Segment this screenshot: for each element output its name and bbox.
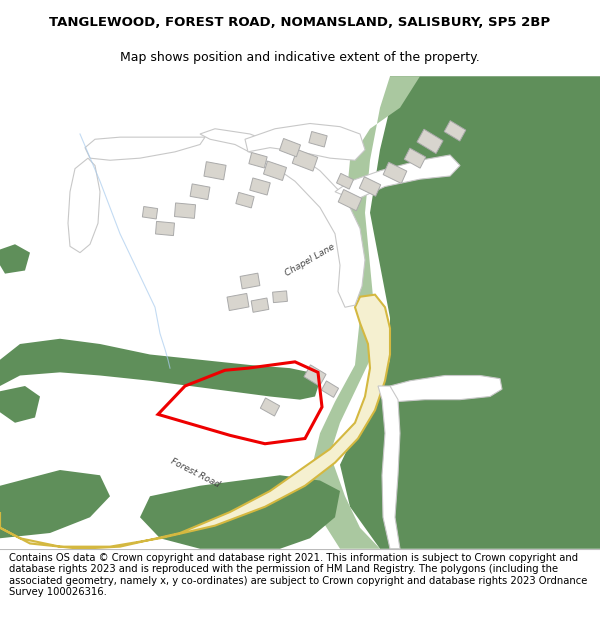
- Polygon shape: [310, 76, 420, 549]
- Polygon shape: [263, 161, 287, 181]
- Polygon shape: [0, 294, 390, 549]
- Polygon shape: [260, 398, 280, 416]
- Polygon shape: [359, 177, 380, 196]
- Text: Chapel Lane: Chapel Lane: [284, 242, 337, 278]
- Polygon shape: [378, 386, 400, 549]
- Text: TANGLEWOOD, FOREST ROAD, NOMANSLAND, SALISBURY, SP5 2BP: TANGLEWOOD, FOREST ROAD, NOMANSLAND, SAL…: [49, 16, 551, 29]
- Polygon shape: [142, 206, 158, 219]
- Polygon shape: [245, 124, 365, 160]
- Polygon shape: [335, 155, 460, 200]
- Polygon shape: [251, 298, 269, 312]
- Polygon shape: [190, 184, 210, 199]
- Polygon shape: [140, 475, 340, 549]
- Polygon shape: [280, 139, 301, 157]
- Polygon shape: [338, 189, 362, 211]
- Polygon shape: [0, 244, 30, 274]
- Text: Forest Road: Forest Road: [169, 457, 221, 489]
- Polygon shape: [250, 178, 270, 195]
- Polygon shape: [155, 221, 175, 236]
- Polygon shape: [227, 294, 249, 311]
- Polygon shape: [304, 365, 326, 386]
- Polygon shape: [249, 152, 267, 168]
- Polygon shape: [340, 76, 600, 549]
- Polygon shape: [417, 129, 443, 154]
- Polygon shape: [204, 162, 226, 180]
- Polygon shape: [0, 470, 110, 538]
- Polygon shape: [0, 339, 320, 399]
- Text: Contains OS data © Crown copyright and database right 2021. This information is : Contains OS data © Crown copyright and d…: [9, 552, 587, 598]
- Polygon shape: [322, 381, 338, 398]
- Polygon shape: [236, 192, 254, 208]
- Polygon shape: [337, 173, 353, 189]
- Polygon shape: [444, 121, 466, 141]
- Polygon shape: [404, 148, 426, 168]
- Polygon shape: [85, 137, 205, 160]
- Polygon shape: [272, 291, 287, 302]
- Polygon shape: [200, 129, 365, 308]
- Polygon shape: [175, 203, 196, 218]
- Polygon shape: [390, 376, 502, 402]
- Text: Map shows position and indicative extent of the property.: Map shows position and indicative extent…: [120, 51, 480, 64]
- Polygon shape: [292, 149, 318, 171]
- Polygon shape: [240, 273, 260, 289]
- Polygon shape: [309, 131, 327, 147]
- Polygon shape: [68, 158, 100, 252]
- Polygon shape: [0, 386, 40, 423]
- Polygon shape: [383, 162, 407, 184]
